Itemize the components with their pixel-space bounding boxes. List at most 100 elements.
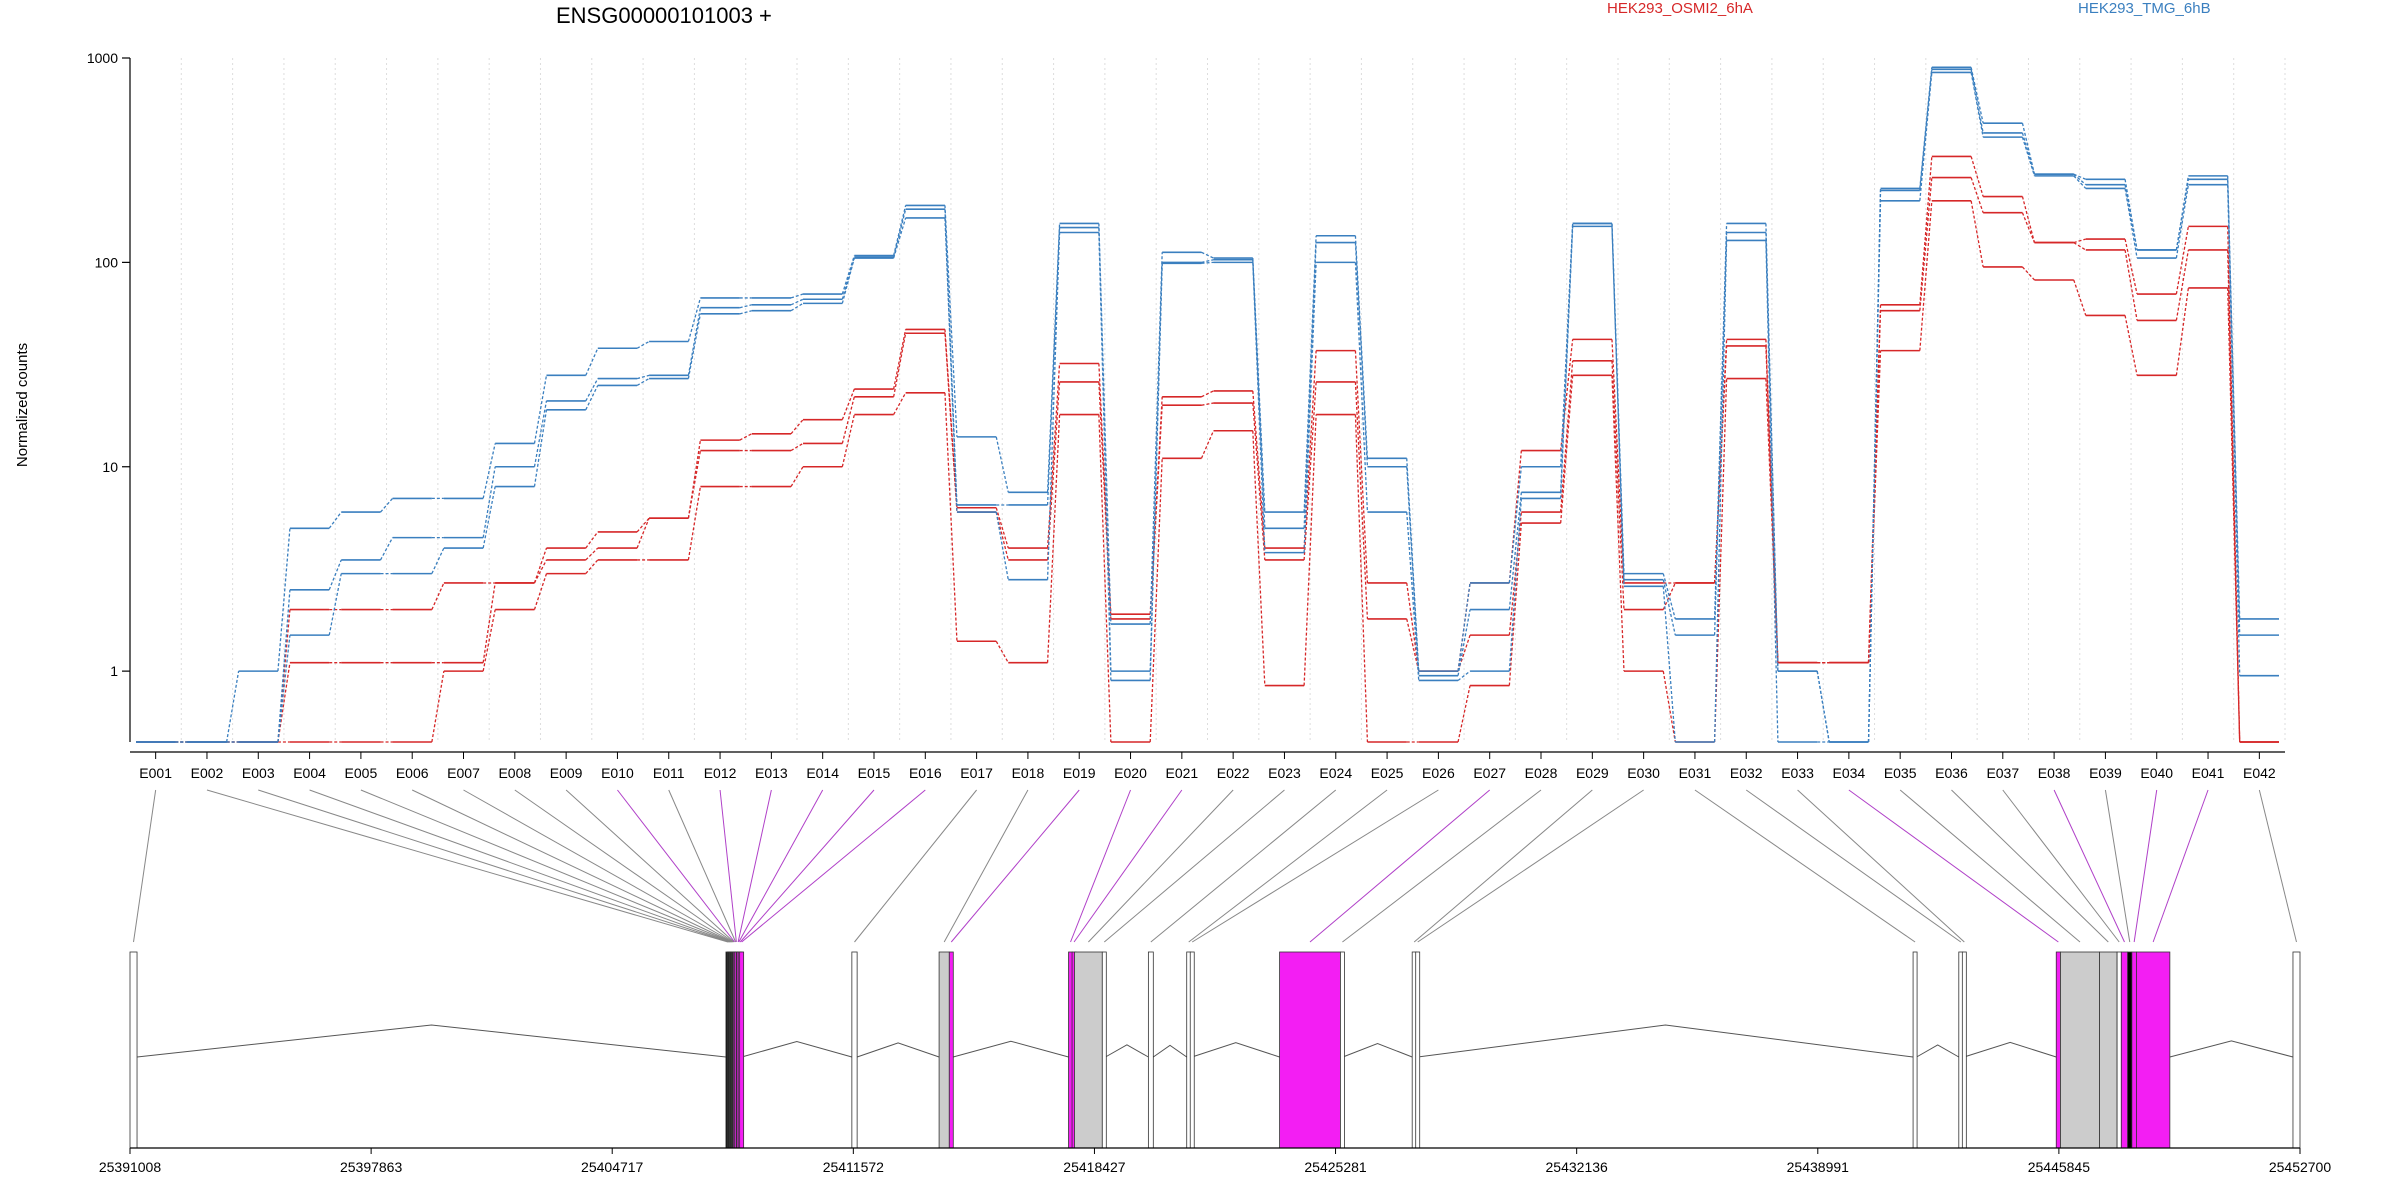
exon-block-E024	[1147, 951, 1154, 1149]
series-transition	[1354, 381, 1369, 619]
exon-connector	[565, 789, 735, 943]
y-axis-label: Normalized counts	[14, 343, 31, 467]
series-transition	[1149, 252, 1163, 625]
series-transition	[841, 414, 855, 467]
series-transition	[1662, 586, 1676, 743]
series-transition	[1354, 350, 1369, 583]
series-transition	[1611, 375, 1625, 672]
exon-connector	[668, 789, 737, 943]
exon-connector	[719, 789, 737, 943]
series-transition	[1354, 242, 1369, 467]
exon-block-E023	[1101, 951, 1107, 1149]
exon-label: E008	[498, 765, 531, 781]
series-transition	[2124, 188, 2138, 259]
series-transition	[2227, 184, 2241, 676]
series-transition	[995, 511, 1009, 561]
exon-label: E016	[909, 765, 942, 781]
exon-connector	[360, 789, 732, 943]
series-transition	[1252, 390, 1266, 549]
exon-block-E039	[2127, 951, 2133, 1149]
exon-label: E022	[1217, 765, 1250, 781]
series-transition	[2175, 287, 2190, 376]
series-transition	[893, 392, 907, 415]
legend-entry-osmi2: HEK293_OSMI2_6hA	[1607, 0, 1753, 17]
series-transition	[1406, 512, 1420, 681]
exon-label: E033	[1781, 765, 1814, 781]
exon-connector	[739, 789, 875, 943]
exon-connector	[2104, 789, 2131, 943]
y-tick-label: 1	[110, 663, 118, 679]
exon-block-E038	[2120, 951, 2129, 1149]
series-transition	[1867, 350, 1882, 663]
series-transition	[1765, 240, 1779, 743]
series-transition	[482, 582, 496, 663]
exon-label: E013	[755, 765, 788, 781]
exon-label: E040	[2140, 765, 2173, 781]
series-transition	[2073, 173, 2087, 186]
exon-label: E024	[1319, 765, 1352, 781]
exon-connector	[1342, 789, 1542, 943]
series-transition	[2021, 196, 2036, 243]
exon-label: E014	[806, 765, 839, 781]
exon-connector	[617, 789, 736, 943]
series-transition	[636, 374, 650, 380]
series-transition	[1970, 177, 1984, 213]
exon-connector	[1951, 789, 2109, 943]
series-transition	[995, 511, 1009, 580]
series-transition	[277, 635, 291, 743]
series-transition	[1611, 339, 1625, 583]
series-transition	[2124, 238, 2138, 295]
series-3	[136, 200, 2279, 743]
exon-label: E006	[396, 765, 429, 781]
exon-label: E038	[2038, 765, 2071, 781]
series-transition	[1919, 177, 1933, 311]
exon-connector	[741, 789, 926, 943]
exon-model	[129, 951, 2301, 1149]
series-transition	[277, 589, 291, 743]
exon-label: E031	[1679, 765, 1712, 781]
series-transition	[2124, 184, 2138, 251]
genome-tick-label: 25411572	[823, 1159, 884, 1175]
series-transition	[944, 217, 958, 513]
exon-block-E030	[1415, 951, 1421, 1149]
series-transition	[1816, 671, 1830, 743]
exon-block-E018	[938, 951, 950, 1149]
intron-line	[136, 1024, 726, 1058]
series-transition	[585, 531, 599, 549]
intron-line	[741, 1040, 852, 1058]
exon-label: E034	[1833, 765, 1866, 781]
series-transition	[1149, 458, 1163, 743]
exon-connector	[1070, 789, 1132, 943]
exon-block-E037	[2116, 951, 2122, 1149]
series-transition	[1970, 200, 1984, 268]
exon-label: E010	[601, 765, 634, 781]
series-transition	[636, 517, 650, 549]
exon-connector	[1899, 789, 2081, 943]
series-transition	[1508, 523, 1523, 686]
exon-label: E027	[1473, 765, 1506, 781]
series-transition	[1201, 402, 1214, 406]
series-transition	[1457, 582, 1471, 672]
series-transition	[1149, 263, 1163, 681]
exon-connector	[1150, 789, 1337, 943]
exon-block-E035	[2060, 951, 2100, 1149]
series-transition	[1252, 402, 1266, 560]
series-transition	[2073, 279, 2087, 316]
series-transition	[841, 255, 855, 295]
series-transition	[739, 304, 752, 309]
exon-block-E001	[129, 951, 138, 1149]
exon-connector	[2053, 789, 2125, 943]
intron-line	[1963, 1041, 2057, 1058]
series-transition	[841, 388, 855, 420]
intron-line	[953, 1040, 1069, 1058]
series-transition	[1046, 232, 1061, 580]
exon-block-E016	[739, 951, 745, 1149]
series-transition	[995, 507, 1009, 549]
series-transition	[482, 466, 496, 538]
exon-connector	[1797, 789, 1965, 943]
series-transition	[2227, 287, 2241, 743]
series-transition	[585, 385, 599, 411]
series-transition	[1354, 262, 1369, 513]
series-transition	[533, 573, 548, 610]
series-transition	[2073, 238, 2086, 244]
